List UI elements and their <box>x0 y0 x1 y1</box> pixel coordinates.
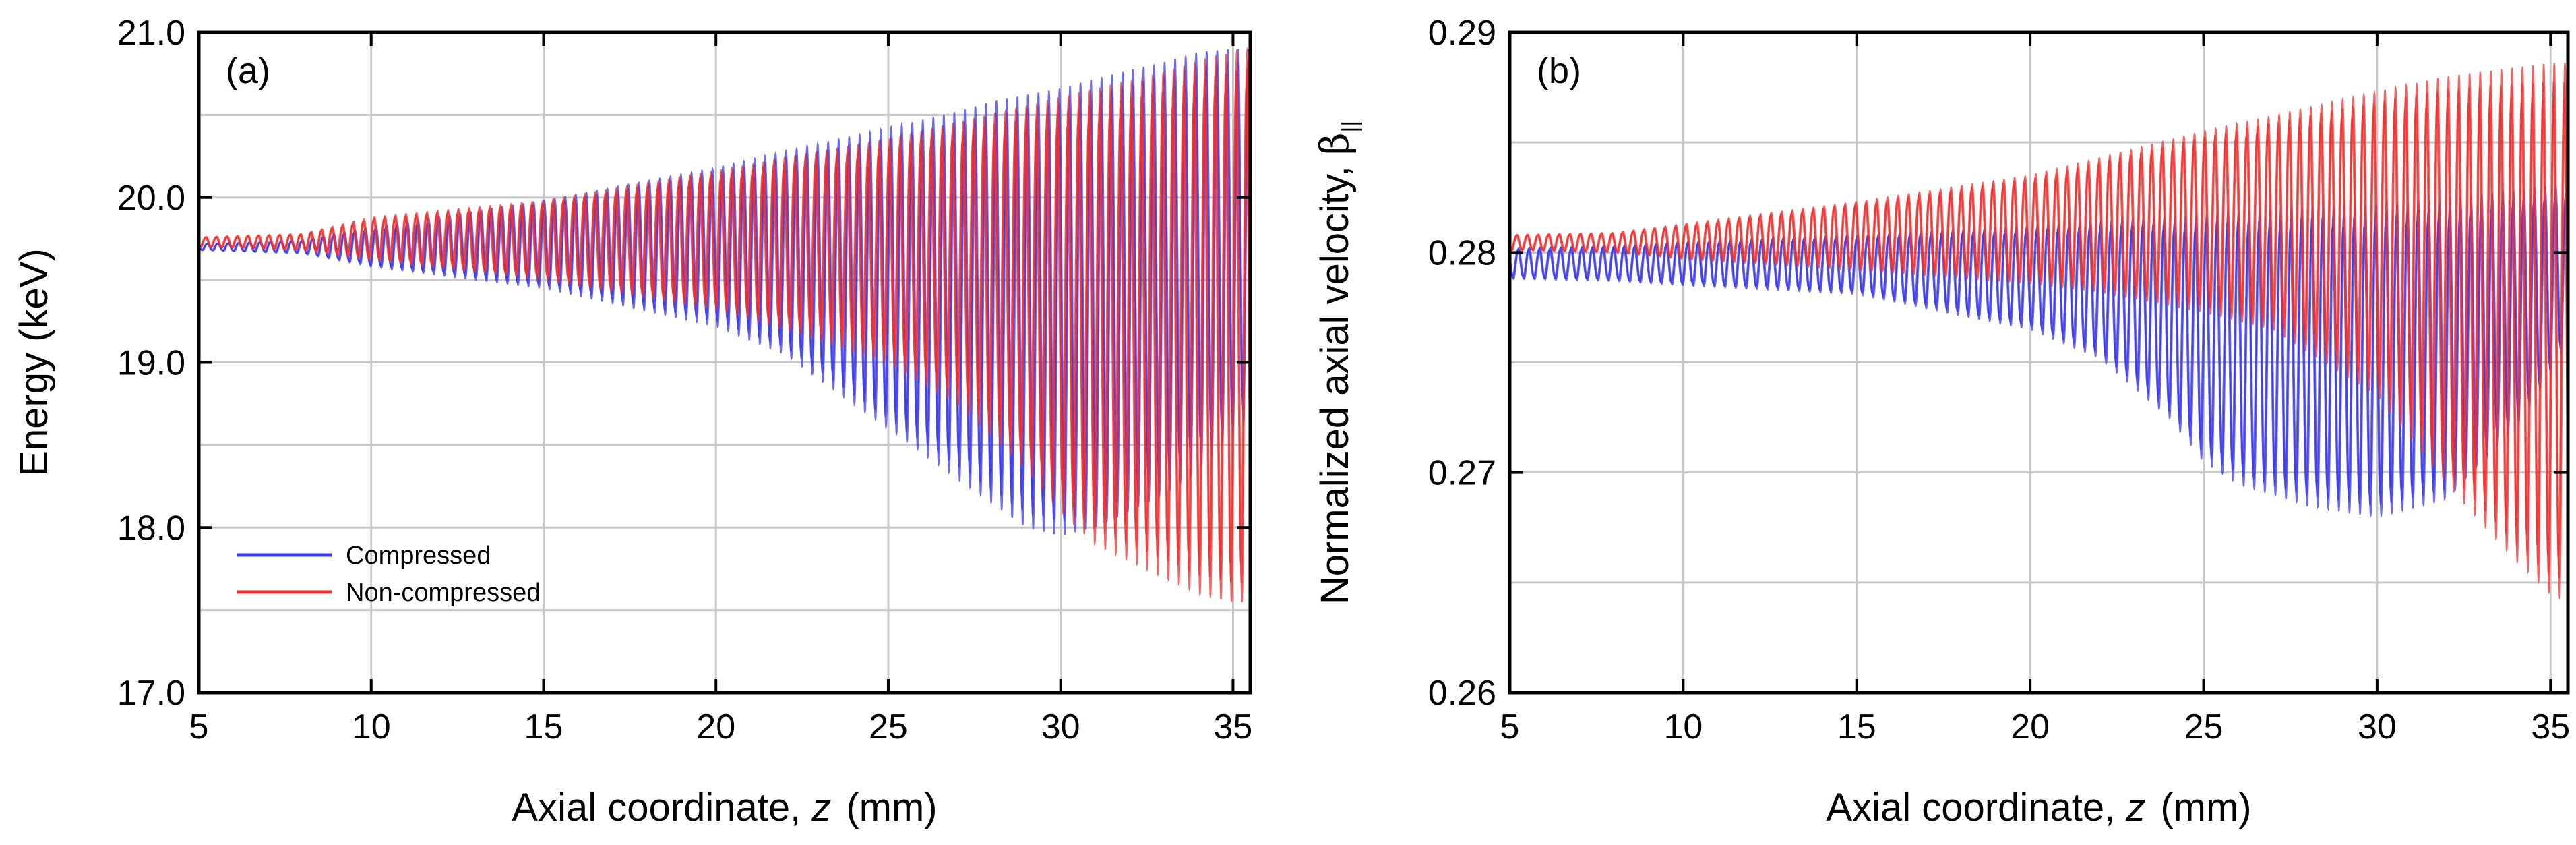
y-tick-label: 21.0 <box>117 13 185 53</box>
x-tick-label: 30 <box>2358 707 2397 747</box>
x-axis-title: Axial coordinate, z (mm) <box>1826 786 2251 829</box>
x-tick-label: 5 <box>1500 707 1520 747</box>
y-axis-title-subscript: || <box>1337 121 1363 133</box>
x-tick-label: 20 <box>2011 707 2050 747</box>
series-line <box>1510 97 2568 560</box>
x-tick-label: 10 <box>352 707 391 747</box>
plot-frame <box>1508 30 2570 695</box>
y-axis-title-main: Normalized axial velocity, <box>1313 155 1357 604</box>
y-tick-label: 20.0 <box>117 179 185 218</box>
ticks: 5 10 15 20 25 30 35 17.0 18.0 19.0 20.0 21.0 <box>117 13 1253 747</box>
series-non-compressed <box>1510 63 2568 600</box>
y-tick-label: 0.27 <box>1428 454 1496 493</box>
ticks: 5 10 15 20 25 30 35 0.26 0.27 0.28 0.29 <box>1428 13 2570 747</box>
traces <box>1510 63 2568 600</box>
x-axis-title-prefix: Axial coordinate, <box>1826 786 2126 829</box>
x-tick-label: 35 <box>1214 707 1253 747</box>
y-tick-label: 17.0 <box>117 674 185 713</box>
x-axis-title-prefix: Axial coordinate, <box>512 786 811 829</box>
x-tick-label: 25 <box>2184 707 2224 747</box>
y-axis-title: Normalized axial velocity, β|| <box>1312 121 1363 604</box>
y-axis-title: Energy (keV) <box>12 248 56 476</box>
legend-label: Non-compressed <box>346 579 541 607</box>
x-tick-label: 15 <box>1837 707 1876 747</box>
x-axis-title-var: z <box>2125 786 2145 829</box>
series-line <box>199 88 1250 564</box>
x-tick-label: 35 <box>2531 707 2570 747</box>
y-tick-label: 0.26 <box>1428 674 1496 713</box>
x-axis-title: Axial coordinate, z (mm) <box>512 786 937 829</box>
x-tick-label: 5 <box>189 707 209 747</box>
y-tick-label: 18.0 <box>117 508 185 548</box>
series-line <box>1510 196 2568 496</box>
x-axis-title-unit: (mm) <box>846 786 937 829</box>
traces <box>199 47 1250 602</box>
x-tick-label: 15 <box>524 707 563 747</box>
x-tick-label: 25 <box>869 707 908 747</box>
x-tick-label: 10 <box>1663 707 1703 747</box>
x-tick-label: 30 <box>1041 707 1080 747</box>
y-axis-title-symbol: β <box>1312 132 1357 155</box>
x-axis-title-var: z <box>811 786 831 829</box>
series-non-compressed <box>199 47 1250 602</box>
x-axis-title-unit: (mm) <box>2160 786 2251 829</box>
legend: Compressed Non-compressed <box>237 542 541 607</box>
panel-label: (a) <box>226 51 270 91</box>
panel-b: 5 10 15 20 25 30 35 0.26 0.27 0.28 0.29 (b) Axial co… <box>1312 13 2570 829</box>
y-tick-label: 0.29 <box>1428 13 1496 53</box>
panel-label: (b) <box>1537 51 1581 91</box>
x-tick-label: 20 <box>696 707 735 747</box>
y-tick-label: 19.0 <box>117 344 185 383</box>
panel-a: 5 10 15 20 25 30 35 17.0 18.0 19.0 20.0 21.0 (a) Axia… <box>12 13 1252 829</box>
y-tick-label: 0.28 <box>1428 233 1496 272</box>
legend-label: Compressed <box>346 542 491 570</box>
